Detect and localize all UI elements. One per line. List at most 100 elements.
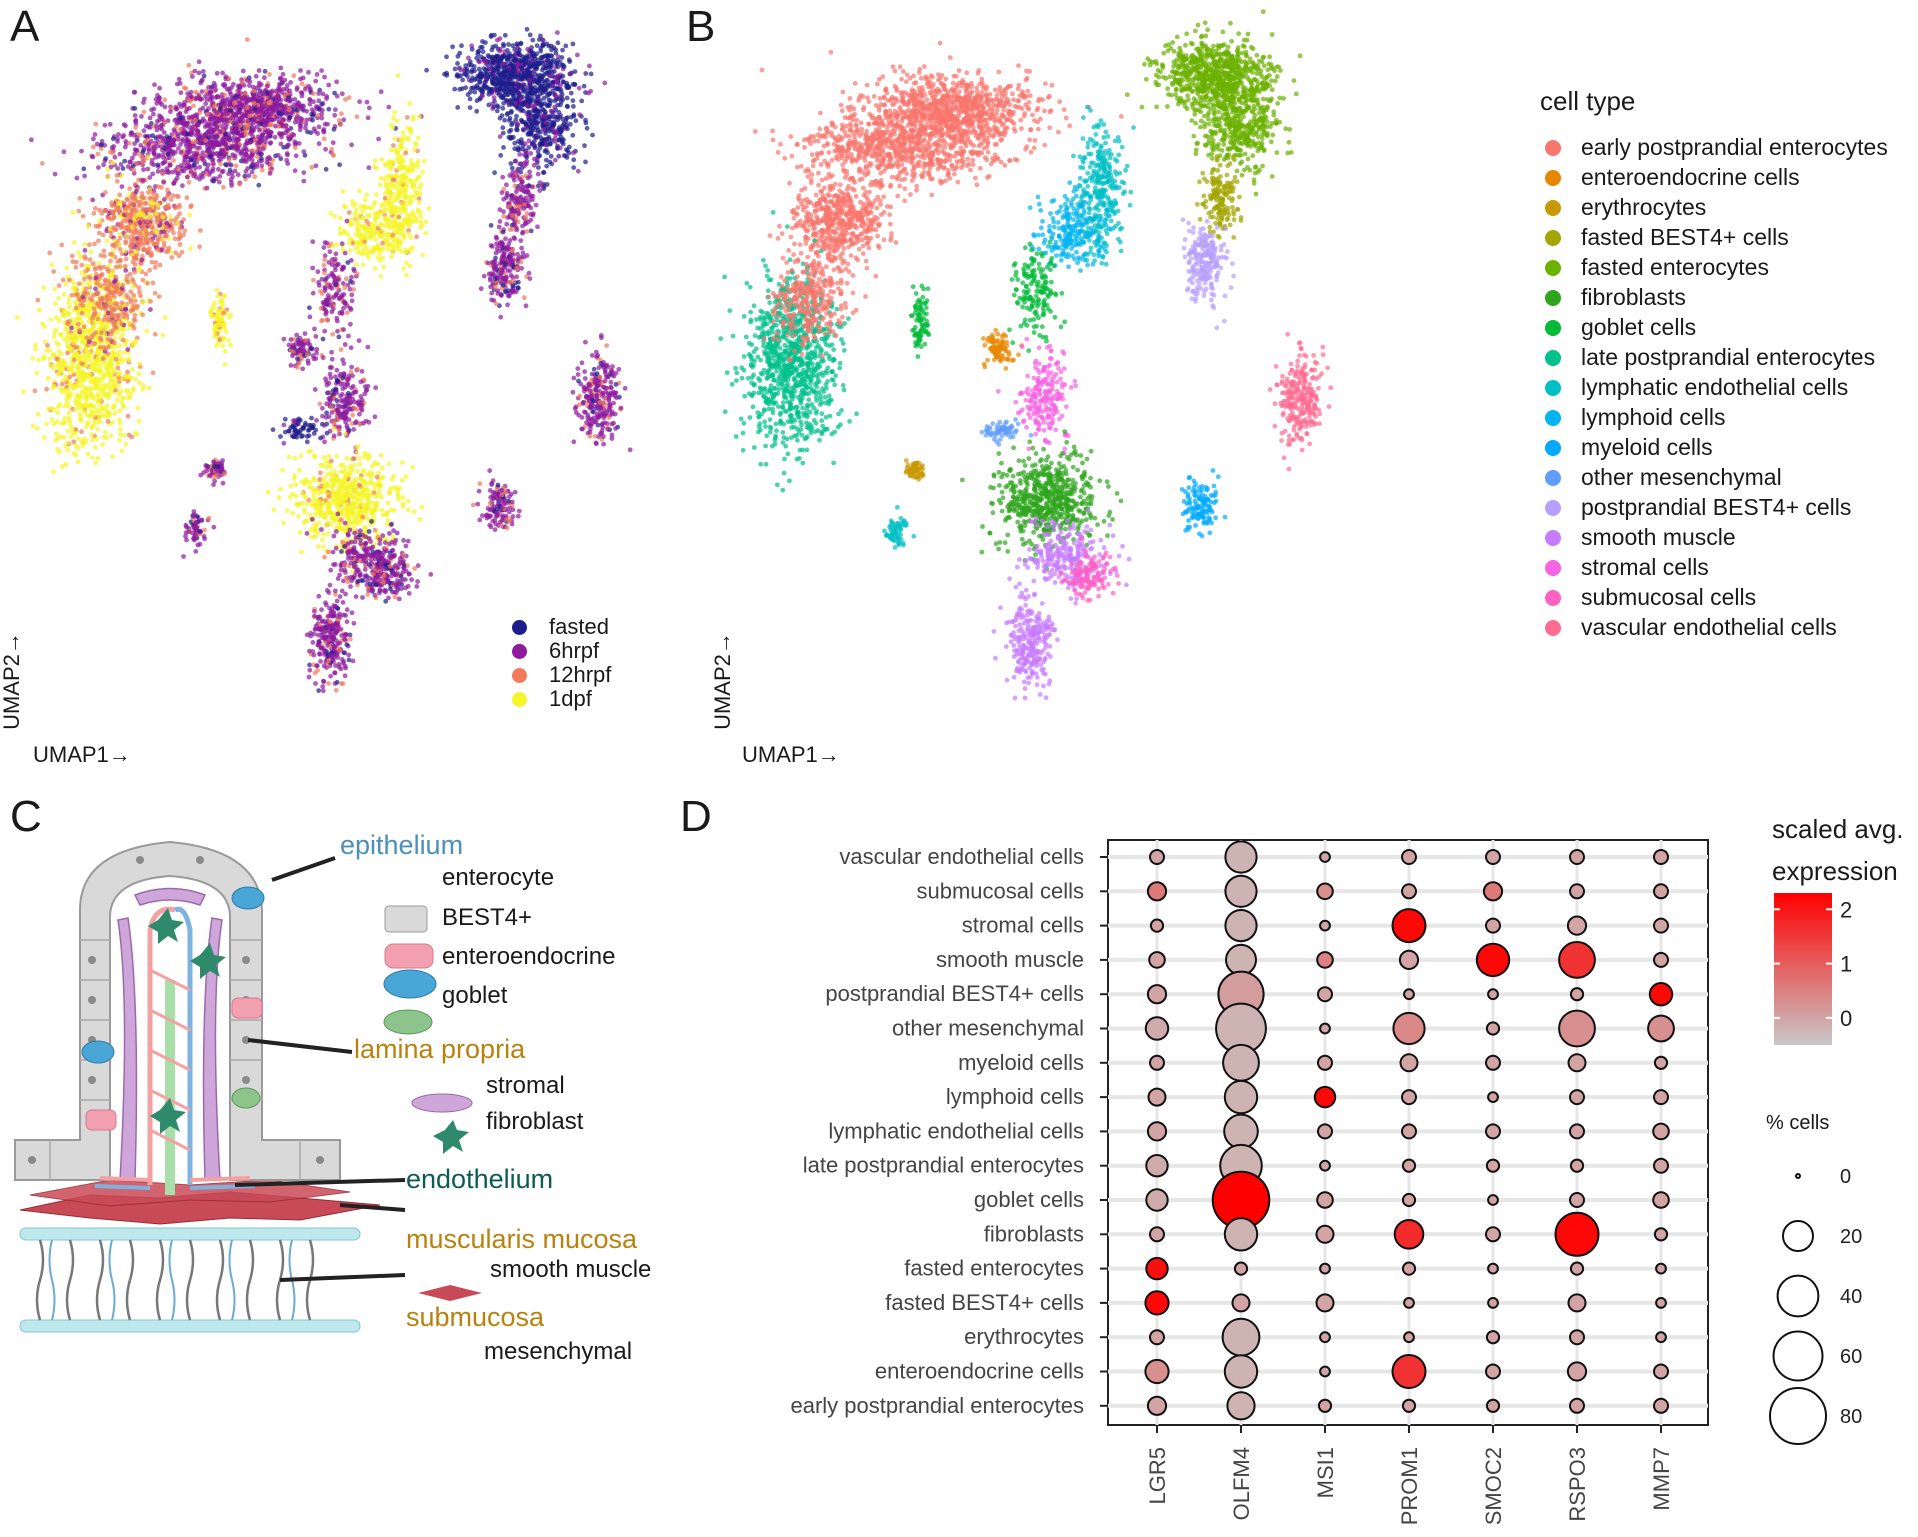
- dot: [1554, 1211, 1600, 1257]
- dot: [1485, 917, 1501, 934]
- fibroblast-icon: [433, 1120, 469, 1154]
- dot: [1487, 1091, 1499, 1103]
- enteroendocrine-cell-1: [231, 886, 265, 910]
- dot: [1224, 909, 1258, 943]
- legend-label: myeloid cells: [1581, 434, 1713, 460]
- dot: [1569, 1089, 1585, 1106]
- legend-swatch: [512, 668, 527, 683]
- legend-item-lymphatic-endothelial-cells: lymphatic endothelial cells: [1545, 372, 1888, 402]
- dot: [1319, 1365, 1331, 1378]
- dot: [1401, 883, 1417, 900]
- dot: [1223, 1079, 1259, 1115]
- dot: [1399, 1053, 1419, 1073]
- legend-label: goblet cells: [1581, 314, 1697, 340]
- legend-label: lymphatic endothelial cells: [1581, 374, 1849, 400]
- size-legend-label: 60: [1840, 1346, 1862, 1368]
- legend-label: fasted BEST4+ cells: [1581, 224, 1789, 250]
- dot: [1653, 917, 1669, 934]
- dot: [1569, 1329, 1585, 1346]
- legend-item-postprandial-best4-cells: postprandial BEST4+ cells: [1545, 492, 1888, 522]
- color-legend-title: scaled avg. expression: [1772, 808, 1904, 892]
- dot: [1319, 1331, 1331, 1344]
- legend-label: enteroendocrine cells: [1581, 164, 1800, 190]
- legend-item-submucosal-cells: submucosal cells: [1545, 582, 1888, 612]
- color-legend-title-line1: scaled avg.: [1772, 814, 1904, 844]
- dot: [1567, 1053, 1587, 1073]
- gene-label: PROM1: [1397, 1447, 1422, 1525]
- dot: [1391, 908, 1427, 944]
- dot: [1648, 982, 1674, 1007]
- legend-swatch: [1545, 260, 1561, 276]
- legend-label: 12hrpf: [549, 662, 612, 687]
- row-label: vascular endothelial cells: [839, 844, 1084, 869]
- dot: [1233, 1261, 1249, 1276]
- dot: [1653, 849, 1669, 865]
- dot: [1558, 1009, 1596, 1048]
- dot: [1401, 849, 1417, 865]
- dot: [1144, 1016, 1170, 1041]
- legend-swatch: [1545, 440, 1561, 456]
- legend-item-6hrpf: 6hrpf: [512, 639, 672, 663]
- legend-item-vascular-endothelial-cells: vascular endothelial cells: [1545, 612, 1888, 642]
- label-stromal: stromal: [486, 1072, 565, 1099]
- label-submucosa: submucosa: [406, 1302, 545, 1332]
- umap-points: [14, 26, 633, 694]
- dot: [1566, 1361, 1588, 1382]
- panel-b-letter: B: [686, 2, 716, 51]
- dot: [1401, 1123, 1417, 1140]
- label-enteroendocrine: enteroendocrine: [442, 943, 616, 970]
- blood-vessels: [94, 906, 256, 1195]
- goblet-icon: [383, 1009, 433, 1035]
- legend-label: vascular endothelial cells: [1581, 614, 1837, 640]
- legend-item-1dpf: 1dpf: [512, 687, 672, 711]
- dot: [1653, 1227, 1669, 1242]
- legend-swatch: [512, 644, 527, 659]
- dot: [1485, 1123, 1501, 1140]
- dot: [1146, 984, 1168, 1005]
- size-legend-label: 0: [1840, 1166, 1851, 1188]
- label-fibroblast: fibroblast: [486, 1108, 584, 1135]
- dot: [1569, 1123, 1585, 1140]
- dot: [1391, 1354, 1427, 1389]
- dot: [1317, 1123, 1333, 1140]
- legend-swatch: [512, 692, 527, 707]
- dot: [1319, 1262, 1331, 1275]
- legend-item-12hrpf: 12hrpf: [512, 663, 672, 687]
- legend-label: other mesenchymal: [1581, 464, 1782, 490]
- umap-a-legend: fasted 6hrpf 12hrpf 1dpf: [512, 615, 672, 711]
- legend-swatch: [1545, 410, 1561, 426]
- row-label: lymphoid cells: [946, 1084, 1084, 1109]
- dot: [1148, 951, 1166, 969]
- legend-item-fibroblasts: fibroblasts: [1545, 282, 1888, 312]
- dot: [1485, 1054, 1501, 1071]
- legend-label: submucosal cells: [1581, 584, 1757, 610]
- dot: [1317, 986, 1333, 1003]
- legend-label: early postprandial enterocytes: [1581, 134, 1888, 160]
- size-legend-dot: [1772, 1330, 1824, 1382]
- dot: [1401, 1158, 1417, 1173]
- legend-swatch: [1545, 620, 1561, 636]
- gene-label: MMP7: [1649, 1447, 1674, 1511]
- row-label: fibroblasts: [984, 1221, 1084, 1246]
- label-muscularis-mucosa: muscularis mucosa: [406, 1224, 638, 1254]
- dot: [1145, 1154, 1169, 1178]
- dot: [1145, 1188, 1169, 1212]
- leader-lines: [234, 856, 406, 1282]
- legend-swatch: [1545, 500, 1561, 516]
- label-enterocyte: enterocyte: [442, 864, 555, 891]
- dot: [1487, 1262, 1499, 1275]
- dot: [1485, 1363, 1501, 1380]
- dot: [1144, 1290, 1170, 1316]
- enterocyte-icon: [384, 905, 428, 933]
- dot: [1569, 1158, 1585, 1173]
- dot: [1315, 1224, 1335, 1244]
- dot: [1398, 949, 1420, 971]
- dot: [1149, 1329, 1165, 1346]
- villus-diagram: [14, 840, 482, 1333]
- size-legend-dot: [1769, 1387, 1827, 1445]
- dot: [1485, 1021, 1501, 1036]
- dot: [1146, 1395, 1168, 1416]
- panel-d-letter: D: [680, 792, 712, 841]
- umap-b-legend-title: cell type: [1540, 86, 1636, 116]
- dot: [1392, 1011, 1426, 1046]
